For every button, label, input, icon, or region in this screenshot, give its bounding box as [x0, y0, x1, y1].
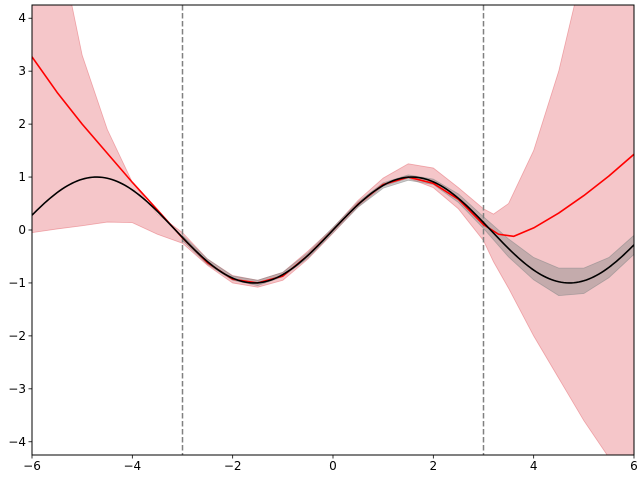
plot-area: [32, 5, 634, 455]
y-tick-label: −1: [8, 276, 26, 290]
series-line-2: [32, 176, 634, 284]
x-tick-label: 0: [329, 459, 337, 473]
y-tick-label: −2: [8, 329, 26, 343]
x-axis: −6 −4 −2 0 2 4 6: [23, 455, 638, 473]
y-tick-label: 4: [18, 11, 26, 25]
x-tick-label: −4: [123, 459, 141, 473]
x-tick-label: 6: [630, 459, 638, 473]
x-tick-label: −2: [224, 459, 242, 473]
y-tick-label: 2: [18, 117, 26, 131]
x-tick-label: 4: [530, 459, 538, 473]
x-tick-label: 2: [430, 459, 438, 473]
x-tick-label: −6: [23, 459, 41, 473]
y-tick-label: 0: [18, 223, 26, 237]
y-axis: −4 −3 −2 −1 0 1 2 3 4: [8, 11, 32, 449]
y-tick-label: −4: [8, 435, 26, 449]
y-tick-label: 1: [18, 170, 26, 184]
y-tick-label: −3: [8, 382, 26, 396]
y-tick-label: 3: [18, 64, 26, 78]
